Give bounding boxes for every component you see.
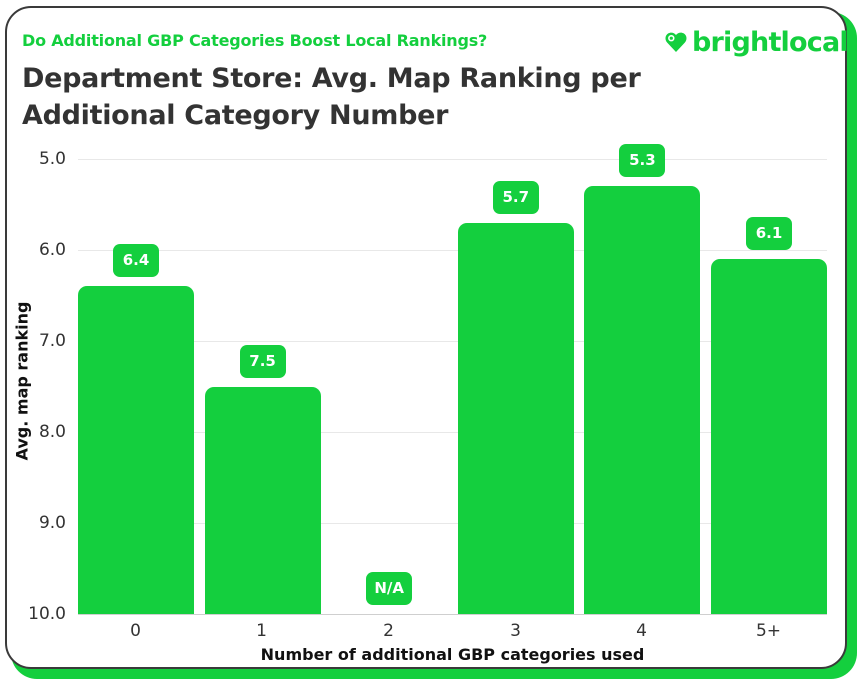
bar-1	[204, 386, 321, 614]
chart-subtitle: Do Additional GBP Categories Boost Local…	[22, 31, 488, 50]
data-label: 5.7	[492, 180, 539, 214]
logo-wordmark: brightlocal	[692, 26, 849, 58]
heart-pin-icon	[665, 32, 687, 52]
x-axis-line	[78, 614, 827, 615]
y-tick-label: 6.0	[38, 240, 66, 260]
x-tick-label: 3	[510, 621, 521, 641]
x-tick-label: 1	[256, 621, 267, 641]
gridline	[78, 159, 827, 160]
x-tick-label: 0	[130, 621, 141, 641]
gridline	[78, 250, 827, 251]
gridline	[78, 432, 827, 433]
x-tick-label: 2	[383, 621, 394, 641]
data-label: 7.5	[239, 344, 286, 378]
y-tick-label: 9.0	[38, 513, 66, 533]
x-axis-title: Number of additional GBP categories used	[260, 645, 645, 664]
y-tick-label: 10.0	[28, 604, 66, 624]
y-tick-label: 5.0	[38, 149, 66, 169]
data-label: 6.1	[746, 217, 792, 251]
data-label: N/A	[366, 572, 413, 605]
bar-5+	[711, 259, 827, 614]
y-tick-label: 8.0	[38, 422, 66, 442]
y-axis-title: Avg. map ranking	[12, 301, 32, 461]
gridline	[78, 523, 827, 524]
x-tick-label: 5+	[755, 621, 782, 641]
bar-3	[457, 222, 574, 614]
data-label: 6.4	[113, 244, 159, 278]
data-label: 5.3	[619, 144, 666, 178]
gridline	[78, 341, 827, 342]
chart-title: Department Store: Avg. Map Ranking per A…	[22, 63, 641, 131]
brightlocal-logo: brightlocal	[664, 24, 849, 60]
y-tick-label: 7.0	[38, 331, 66, 351]
bar-0	[78, 286, 194, 614]
bar-4	[584, 186, 701, 614]
x-tick-label: 4	[636, 621, 647, 641]
